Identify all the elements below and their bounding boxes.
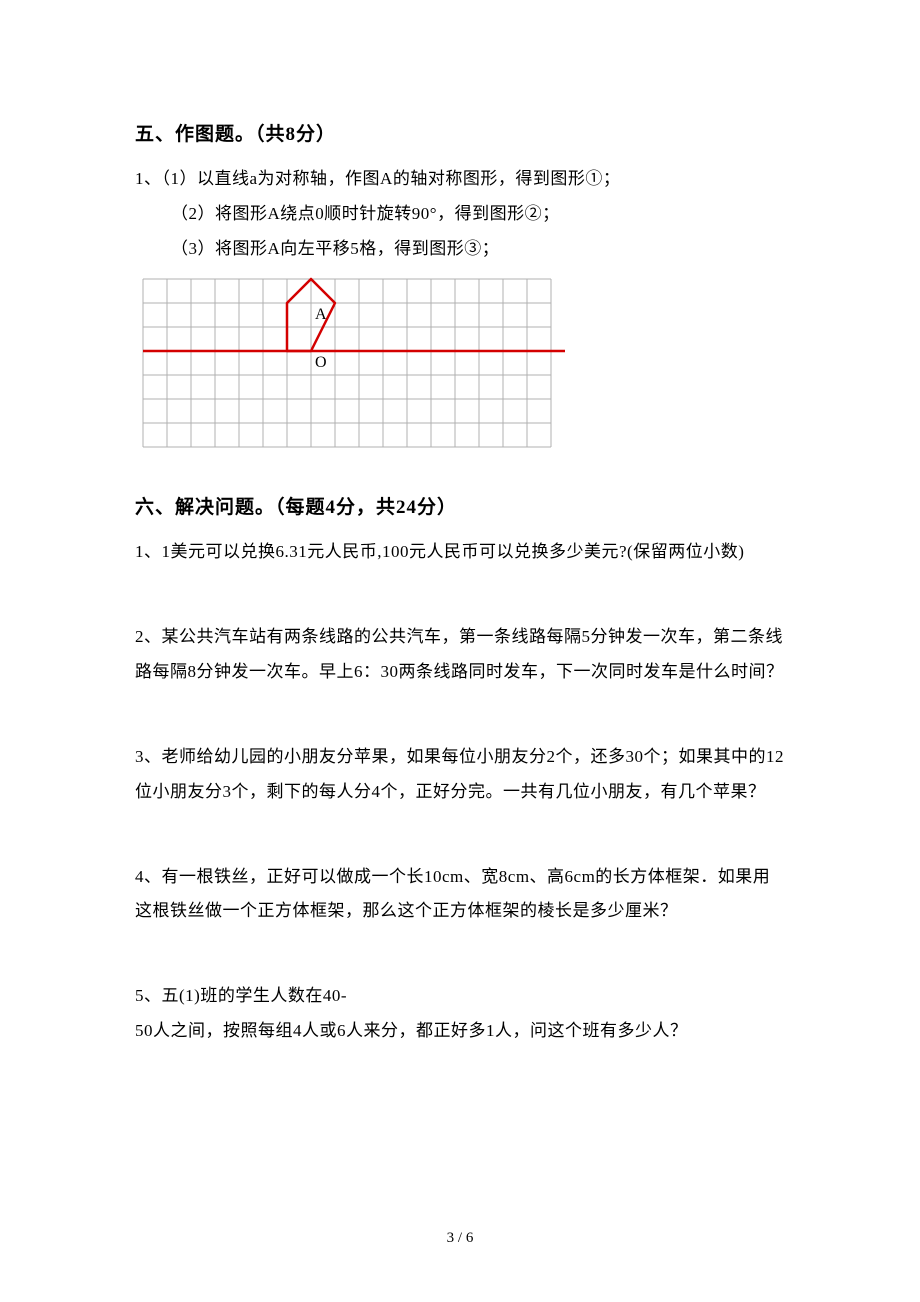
page-number: 3 / 6 [0, 1230, 920, 1247]
section-5-heading: 五、作图题。（共8分） [135, 120, 785, 150]
grid-figure: aAO [135, 273, 565, 453]
s6-q4: 4、有一根铁丝，正好可以做成一个长10cm、宽8cm、高6cm的长方体框架．如果… [135, 860, 785, 930]
s5-q1-line1: 1、（1）以直线a为对称轴，作图A的轴对称图形，得到图形①； [135, 162, 785, 197]
s6-q5b: 50人之间，按照每组4人或6人来分，都正好多1人，问这个班有多少人？ [135, 1014, 785, 1049]
section-6-heading: 六、解决问题。（每题4分，共24分） [135, 493, 785, 523]
s6-q5a: 5、五(1)班的学生人数在40- [135, 979, 785, 1014]
svg-text:O: O [315, 354, 327, 371]
s6-q2: 2、某公共汽车站有两条线路的公共汽车，第一条线路每隔5分钟发一次车，第二条线路每… [135, 620, 785, 690]
s6-q1: 1、1美元可以兑换6.31元人民币,100元人民币可以兑换多少美元?(保留两位小… [135, 535, 785, 570]
s5-q1-line3: （3）将图形A向左平移5格，得到图形③； [135, 232, 785, 267]
svg-text:A: A [315, 306, 327, 323]
s5-q1-line2: （2）将图形A绕点0顺时针旋转90°，得到图形②； [135, 197, 785, 232]
s6-q3: 3、老师给幼儿园的小朋友分苹果，如果每位小朋友分2个，还多30个；如果其中的12… [135, 740, 785, 810]
